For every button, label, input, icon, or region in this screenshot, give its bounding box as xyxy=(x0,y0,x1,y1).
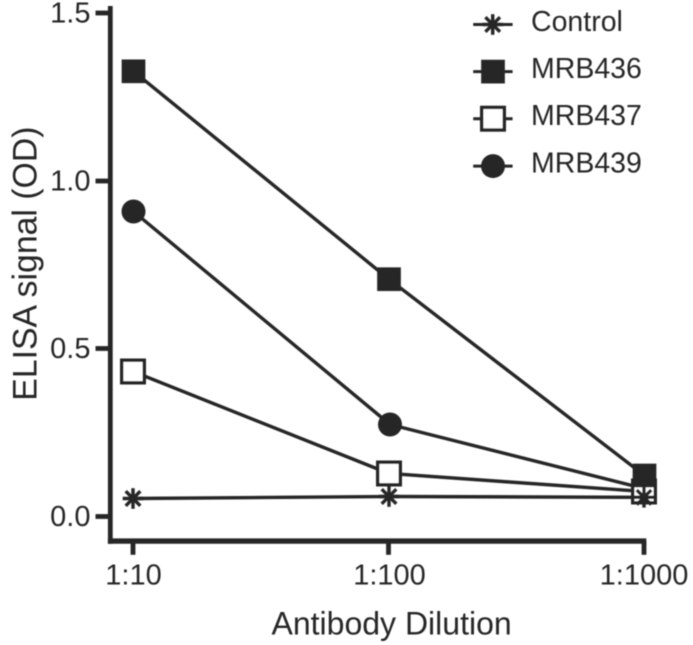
svg-text:1:100: 1:100 xyxy=(353,560,426,592)
svg-text:MRB439: MRB439 xyxy=(531,148,642,180)
svg-text:Control: Control xyxy=(531,6,623,38)
svg-text:1:10: 1:10 xyxy=(105,560,161,592)
svg-text:ELISA signal (OD): ELISA signal (OD) xyxy=(7,126,45,400)
svg-text:0.0: 0.0 xyxy=(50,501,90,533)
svg-text:1.5: 1.5 xyxy=(50,0,90,30)
svg-text:MRB436: MRB436 xyxy=(531,53,642,85)
svg-text:0.5: 0.5 xyxy=(50,333,90,365)
svg-text:MRB437: MRB437 xyxy=(531,100,642,132)
svg-text:1.0: 1.0 xyxy=(50,166,90,198)
svg-text:Antibody Dilution: Antibody Dilution xyxy=(272,606,512,642)
svg-text:1:1000: 1:1000 xyxy=(600,560,689,592)
